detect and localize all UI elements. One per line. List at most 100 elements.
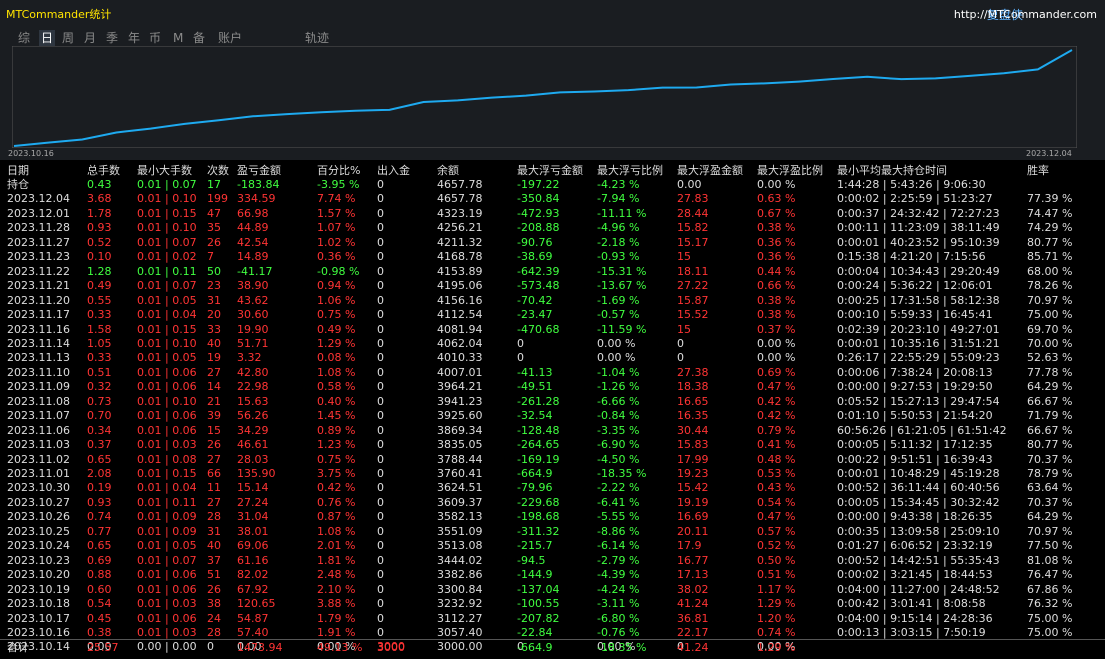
cell: 66.67 % (1027, 394, 1073, 408)
cell: 38.02 (677, 582, 709, 596)
cell: 4657.78 (437, 192, 483, 206)
cell: -229.68 (517, 495, 560, 509)
row-label: 2023.11.13 (7, 351, 70, 365)
cell: -94.5 (517, 553, 546, 567)
cell: 75.00 % (1027, 308, 1073, 322)
cell: -3.35 % (597, 423, 640, 437)
cell: 0.89 % (317, 423, 356, 437)
cell: 27.83 (677, 192, 709, 206)
row-label: 2023.11.03 (7, 438, 70, 452)
cell: 70.97 % (1027, 293, 1073, 307)
cell: 11 (207, 481, 221, 495)
cell: 0.65 (87, 539, 112, 553)
cell: 0.69 (87, 553, 112, 567)
cell: 1.79 % (317, 611, 356, 625)
brand[interactable]: 复盘侠 (986, 8, 1023, 22)
cell: 135.90 (237, 467, 276, 480)
cell: 0.94 % (317, 279, 356, 293)
tab[interactable]: M (173, 31, 184, 45)
cell: 52.63 % (1027, 351, 1073, 365)
cell: 0:00:00 | 9:43:38 | 18:26:35 (837, 510, 993, 524)
cell: 20.11 (677, 524, 709, 538)
cell: 16.69 (677, 510, 709, 524)
cell: 0 (377, 553, 384, 567)
cell: -2.22 % (597, 481, 640, 495)
cell: 0.01 | 0.09 (137, 524, 197, 538)
cell: 0.47 % (757, 380, 796, 394)
cell: 16.35 (677, 409, 709, 423)
cell: 3444.02 (437, 553, 483, 567)
cell: 33 (207, 322, 221, 336)
cell: 0.76 % (317, 495, 356, 509)
tab[interactable]: 轨迹 (305, 31, 330, 45)
tab[interactable]: 综 (18, 31, 31, 45)
cell: 38.01 (237, 524, 269, 538)
cell: 75.00 % (1027, 611, 1073, 625)
cell: 0:00:01 | 10:48:29 | 45:19:28 (837, 467, 1000, 480)
row-label: 2023.11.17 (7, 308, 70, 322)
cell: -642.39 (517, 264, 560, 278)
cell: 0.43 % (757, 481, 796, 495)
cell: 0.01 | 0.15 (137, 467, 197, 480)
row-label: 2023.10.30 (7, 481, 70, 495)
cell: 3513.08 (437, 539, 483, 553)
tab[interactable]: 备 (193, 31, 206, 45)
row-label: 2023.11.01 (7, 467, 70, 480)
tab[interactable]: 季 (106, 31, 119, 45)
row-label: 2023.11.07 (7, 409, 70, 423)
equity-line (13, 49, 1073, 147)
column-header: 百分比% (317, 164, 361, 177)
cell: 50 (207, 264, 221, 278)
cell: 0 (377, 409, 384, 423)
cell: 77.50 % (1027, 539, 1073, 553)
cell: 3300.84 (437, 582, 483, 596)
url[interactable]: http://MTCommander.com (953, 8, 1097, 21)
cell: 3582.13 (437, 510, 483, 524)
cell: -3.11 % (597, 597, 640, 611)
cell: -100.55 (517, 597, 560, 611)
cell: 3609.37 (437, 495, 483, 509)
column-header: 最大浮亏比例 (597, 164, 663, 177)
cell: 0.42 % (757, 409, 796, 423)
cell: 0 (377, 293, 384, 307)
cell: 51 (207, 568, 221, 582)
cell: 70.37 % (1027, 452, 1073, 466)
tab[interactable]: 年 (128, 31, 141, 45)
cell: 74.29 % (1027, 221, 1073, 235)
cell: 3057.40 (437, 625, 483, 639)
cell: 0.19 (87, 481, 112, 495)
cell: 1.08 % (317, 524, 356, 538)
tab[interactable]: 账户 (218, 31, 243, 45)
cell: -38.69 (517, 250, 553, 264)
cell: 0.37 % (757, 322, 796, 336)
row-label: 2023.11.06 (7, 423, 70, 437)
row-label: 2023.11.14 (7, 336, 70, 350)
cell: 15.83 (677, 438, 709, 452)
cell: 0 (377, 308, 384, 322)
cell: 0.41 % (757, 438, 796, 452)
cell: 46.61 (237, 438, 269, 452)
cell: 3000.00 (437, 640, 483, 654)
cell: 67.92 (237, 582, 269, 596)
cell: 0.65 (87, 452, 112, 466)
cell: 22.98 (237, 380, 269, 394)
curve-end-date: 2023.12.04 (1026, 149, 1072, 158)
cell: 1.57 % (317, 206, 356, 220)
cell: 0:00:52 | 14:42:51 | 55:35:43 (837, 553, 1000, 567)
cell: 70.97 % (1027, 524, 1073, 538)
row-label: 2023.10.23 (7, 553, 70, 567)
tab[interactable]: 周 (62, 31, 75, 45)
tab[interactable]: 币 (149, 31, 162, 45)
cell: 0.00 % (597, 351, 636, 365)
cell: 0.73 (87, 394, 112, 408)
cell: -90.76 (517, 235, 553, 249)
cell: 0.79 % (757, 423, 796, 437)
cell: 0.36 % (757, 235, 796, 249)
cell: 40 (207, 539, 221, 553)
cell: 0 (377, 539, 384, 553)
tab[interactable]: 月 (84, 31, 97, 45)
cell: 28.44 (677, 206, 709, 220)
cell: 0:00:04 | 10:34:43 | 29:20:49 (837, 264, 1000, 278)
tab[interactable]: 日 (39, 30, 56, 46)
total-cell: -18.35 % (597, 641, 647, 654)
